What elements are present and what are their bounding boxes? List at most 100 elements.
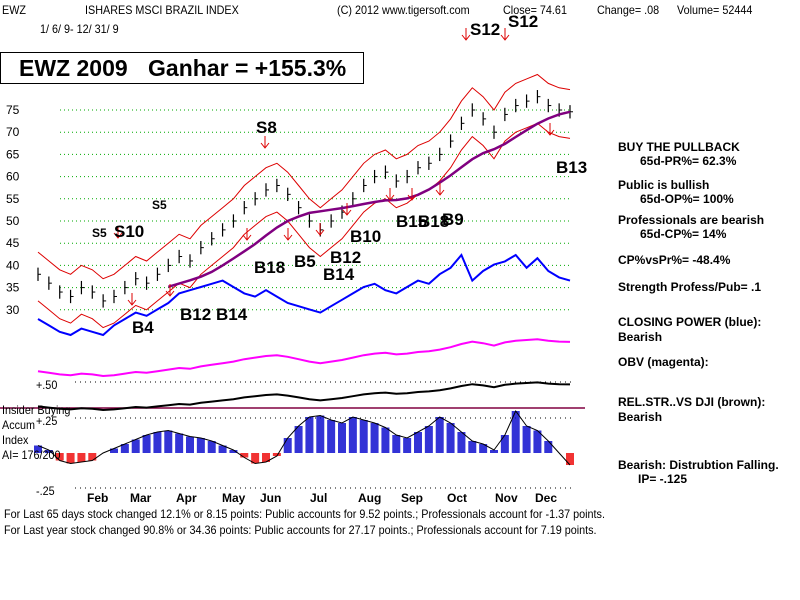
ai-bar [294, 426, 303, 453]
axis-label-plus50: +.50 [36, 378, 58, 392]
y-tick-label: 45 [6, 236, 20, 250]
footer-65day: For Last 65 days stock changed 12.1% or … [4, 507, 605, 521]
closing-power-line [37, 253, 571, 337]
ai-bar [142, 435, 151, 453]
closing-power-label: CLOSING POWER (blue): [618, 315, 762, 329]
signal-label: B13 [556, 158, 588, 177]
ai-bar [120, 444, 129, 453]
axis-label-minus25: -.25 [36, 484, 55, 498]
signal-arrow [260, 136, 270, 149]
signal-arrow [113, 226, 123, 239]
cp-value: 65d-CP%= 14% [640, 227, 727, 241]
y-tick-label: 60 [6, 170, 20, 184]
ai-bar [381, 427, 390, 453]
signal-label: S8 [256, 118, 277, 137]
lower-band [37, 122, 571, 329]
ai-title-2: Accum [2, 418, 36, 432]
moving-average-65d [167, 110, 571, 288]
month-label: Apr [176, 491, 197, 505]
signal-label: B4 [132, 318, 154, 337]
signal-label: B18 [254, 258, 286, 277]
ai-bar [305, 417, 314, 453]
signal-label: S12 [508, 12, 539, 31]
ai-bar [196, 438, 205, 453]
ai-bar [55, 453, 64, 461]
professionals-label: Professionals are bearish [618, 213, 765, 227]
cp-vs-pr: CP%vsPr%= -48.4% [618, 253, 731, 267]
signal-label: B14 [216, 305, 248, 324]
pr-value: 65d-PR%= 62.3% [640, 154, 737, 168]
y-tick-label: 30 [6, 303, 20, 317]
month-label: Oct [447, 491, 467, 505]
ticker: EWZ [2, 3, 27, 17]
ai-bar [175, 433, 184, 453]
month-label: Sep [401, 491, 423, 505]
ai-bar [403, 438, 412, 453]
y-tick-label: 55 [6, 192, 20, 206]
axis-label-plus25: +.25 [36, 414, 58, 428]
public-label: Public is bullish [618, 178, 710, 192]
signal-arrow [461, 28, 471, 41]
signal-arrow [407, 188, 417, 201]
ai-bar [392, 435, 401, 453]
ai-bar [414, 432, 422, 453]
ai-bar [457, 432, 466, 453]
ai-bar [153, 432, 162, 453]
obv-label: OBV (magenta): [618, 355, 709, 369]
ai-bar [500, 435, 509, 453]
ip-value: IP= -.125 [638, 472, 688, 486]
ai-bar [44, 450, 53, 453]
buy-pullback-label: BUY THE PULLBACK [618, 140, 740, 154]
relstr-status: Bearish [618, 410, 663, 424]
strength-ratio: Strength Profess/Pub= .1 [618, 280, 762, 294]
signal-label: B9 [442, 210, 464, 229]
signal-label: B18 [418, 212, 450, 231]
distribution-label: Bearish: Distrubtion Falling. [618, 458, 779, 472]
signal-label: B14 [323, 265, 355, 284]
signal-label: B15 [396, 212, 428, 231]
signal-arrow [500, 28, 510, 41]
month-label: Mar [130, 491, 152, 505]
ai-bar [424, 426, 433, 453]
ai-bar [110, 448, 118, 453]
ai-bar [251, 453, 260, 464]
ai-bar [207, 441, 216, 453]
month-label: Nov [495, 491, 518, 505]
date-range: 1/ 6/ 9- 12/ 31/ 9 [40, 22, 119, 36]
signal-label: S5 [92, 226, 107, 240]
closing-power-status: Bearish [618, 330, 663, 344]
ai-bar [316, 415, 325, 453]
signal-label: B12 [330, 248, 362, 267]
month-label: Dec [535, 491, 557, 505]
ai-moving-average [37, 410, 571, 466]
banner-gain: Ganhar = +155.3% [148, 55, 347, 81]
signal-label: B12 [180, 305, 212, 324]
ai-bar [34, 445, 42, 453]
change-value: Change= .08 [597, 3, 660, 17]
signal-label: B10 [350, 227, 382, 246]
ai-bar [131, 439, 140, 453]
signal-arrow [435, 183, 445, 196]
ai-bar [229, 450, 238, 453]
ai-title-3: Index [2, 433, 29, 447]
ai-bar [566, 453, 574, 465]
month-label: May [222, 491, 246, 505]
signal-label: B5 [294, 252, 316, 271]
op-value: 65d-OP%= 100% [640, 192, 734, 206]
ai-bar [66, 453, 75, 464]
relstr-label: REL.STR..VS DJI (brown): [618, 395, 766, 409]
y-tick-label: 35 [6, 281, 20, 295]
ai-value: AI= 176/200 [2, 448, 61, 462]
y-tick-label: 65 [6, 147, 20, 161]
ai-bar [327, 420, 336, 453]
signal-arrow [165, 284, 175, 297]
ai-bar [283, 438, 292, 453]
signal-arrow [242, 228, 252, 241]
ai-bar [522, 426, 531, 453]
gain-banner: EWZ 2009 Ganhar = +155.3% [0, 52, 364, 84]
ai-bar [490, 450, 498, 453]
signal-arrow [545, 123, 555, 136]
footer-year: For Last year stock changed 90.8% or 34.… [4, 523, 597, 537]
